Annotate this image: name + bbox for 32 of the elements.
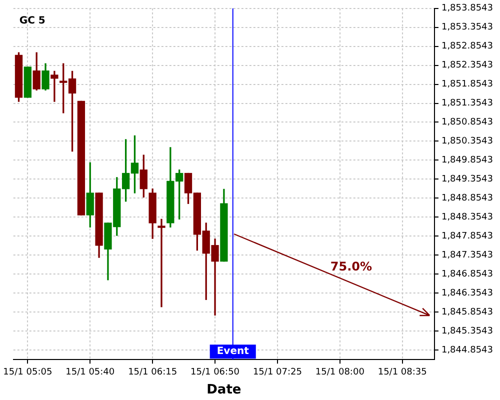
y-tick-label: 1,850.3543 [441,136,493,147]
x-tick-label: 15/1 08:00 [315,367,365,378]
y-tick-label: 1,844.8543 [441,345,493,356]
x-tick-label: 15/1 06:50 [190,367,240,378]
y-tick-label: 1,847.8543 [441,231,493,242]
y-tick-label: 1,851.8543 [441,80,493,90]
y-tick-label: 1,849.3543 [441,174,493,185]
x-tick-label: 15/1 05:05 [3,367,52,378]
text: GC 5 [19,15,46,26]
x-tick-label: 15/1 05:40 [66,367,115,378]
candlestick [50,70,58,102]
x-axis-title: Date [206,382,242,398]
y-tick-label: 1,848.8543 [441,193,493,204]
y-tick-label: 1,846.3543 [441,288,493,298]
y-tick-label: 1,853.8543 [441,4,493,14]
y-tick-label: 1,850.8543 [441,118,493,128]
y-tick-label: 1,852.3543 [441,60,493,71]
candlestick [158,218,166,308]
y-tick-label: 1,845.8543 [441,307,493,318]
y-tick-label: 1,852.8543 [441,42,493,52]
x-tick-label: 15/1 07:25 [252,367,302,378]
y-tick-label: 1,853.3543 [441,22,493,33]
x-tick-label: 15/1 06:15 [128,367,178,378]
annotation: 75.0% [330,260,372,274]
y-tick-label: 1,846.8543 [441,269,493,280]
y-tick-label: 1,849.8543 [441,156,493,166]
x-tick-label: 15/1 08:35 [378,367,427,378]
y-tick-label: 1,847.3543 [441,250,493,260]
ref-line-label: Event [216,346,250,358]
y-tick-label: 1,845.3543 [441,326,493,336]
y-tick-label: 1,851.3543 [441,98,493,109]
y-tick-label: 1,848.3543 [441,212,493,222]
